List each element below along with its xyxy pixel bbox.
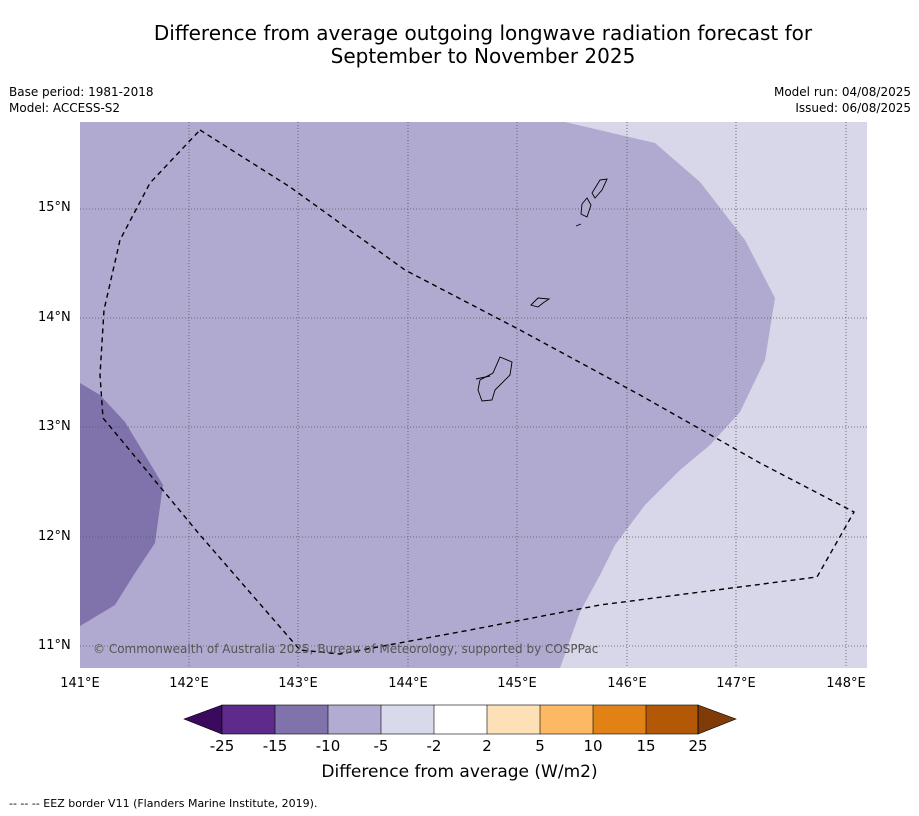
model-run: Model run: 04/08/2025 bbox=[773, 85, 911, 99]
meta-right: Model run: 04/08/2025 Issued: 06/08/2025 bbox=[774, 84, 911, 116]
issued-date: Issued: 06/08/2025 bbox=[795, 101, 911, 115]
page-title: Difference from average outgoing longwav… bbox=[0, 22, 919, 68]
colorbar-extend-high bbox=[697, 704, 737, 735]
colorbar-segment bbox=[593, 705, 646, 734]
lon-label: 147°E bbox=[716, 676, 756, 691]
colorbar-tick-label: 15 bbox=[636, 737, 656, 755]
colorbar-segment bbox=[487, 705, 540, 734]
colorbar-extend-low bbox=[183, 704, 223, 735]
colorbar-segment bbox=[381, 705, 434, 734]
rota-island bbox=[530, 297, 551, 308]
eez-border bbox=[99, 129, 855, 655]
colorbar-tick-label: 10 bbox=[583, 737, 603, 755]
guam-reef bbox=[475, 375, 491, 380]
lat-label: 13°N bbox=[38, 419, 71, 434]
colorbar-tick-label: -10 bbox=[315, 737, 341, 755]
colorbar-tick-label: 25 bbox=[688, 737, 708, 755]
colorbar-segment bbox=[540, 705, 593, 734]
colorbar-segment bbox=[328, 705, 381, 734]
lon-label: 141°E bbox=[60, 676, 100, 691]
lat-label: 11°N bbox=[38, 638, 71, 653]
lon-label: 146°E bbox=[607, 676, 647, 691]
anomaly-region-mid bbox=[80, 122, 775, 668]
lon-label: 143°E bbox=[278, 676, 318, 691]
colorbar bbox=[183, 704, 737, 735]
lat-label: 15°N bbox=[38, 200, 71, 215]
colorbar-tick-label: -5 bbox=[373, 737, 389, 755]
colorbar-segment bbox=[646, 705, 698, 734]
meta-left: Base period: 1981-2018 Model: ACCESS-S2 bbox=[9, 84, 154, 116]
title-line-2: September to November 2025 bbox=[330, 44, 636, 68]
colorbar-segment bbox=[434, 705, 487, 734]
colorbar-segment bbox=[222, 705, 275, 734]
model-name: Model: ACCESS-S2 bbox=[9, 101, 121, 115]
lon-label: 145°E bbox=[497, 676, 537, 691]
colorbar-tick-label: -15 bbox=[262, 737, 288, 755]
aguijan-island bbox=[575, 223, 582, 227]
eez-footnote: -- -- -- EEZ border V11 (Flanders Marine… bbox=[9, 797, 318, 810]
lon-label: 142°E bbox=[169, 676, 209, 691]
saipan-island bbox=[591, 178, 608, 199]
base-period: Base period: 1981-2018 bbox=[9, 85, 154, 99]
colorbar-title: Difference from average (W/m2) bbox=[321, 762, 598, 782]
copyright-notice: © Commonwealth of Australia 2025, Bureau… bbox=[93, 642, 598, 656]
colorbar-tick-label: 5 bbox=[535, 737, 545, 755]
lon-label: 148°E bbox=[826, 676, 866, 691]
anomaly-region-dark bbox=[80, 383, 163, 626]
colorbar-tick-label: 2 bbox=[482, 737, 492, 755]
colorbar-tick-label: -2 bbox=[426, 737, 442, 755]
title-line-1: Difference from average outgoing longwav… bbox=[153, 21, 813, 45]
tinian-island bbox=[580, 197, 592, 218]
lat-label: 12°N bbox=[38, 529, 71, 544]
colorbar-tick-label: -25 bbox=[209, 737, 235, 755]
islands bbox=[475, 178, 608, 402]
lat-label: 14°N bbox=[38, 310, 71, 325]
colorbar-segment bbox=[275, 705, 328, 734]
colorbar-frame bbox=[221, 704, 699, 735]
lon-label: 144°E bbox=[388, 676, 428, 691]
graticule bbox=[80, 122, 867, 668]
